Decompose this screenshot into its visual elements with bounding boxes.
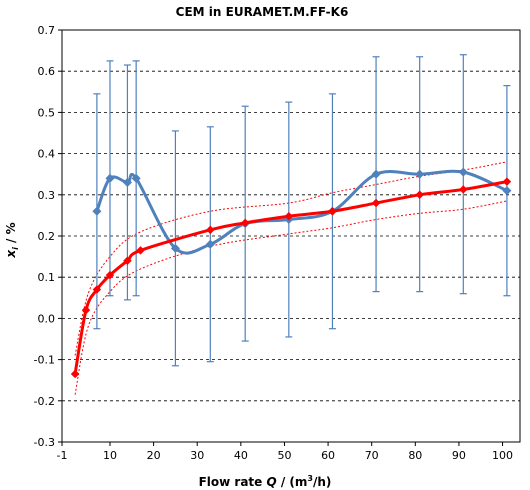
x-tick-label: 10 bbox=[103, 449, 117, 462]
y-tick-label: 0.5 bbox=[38, 106, 56, 119]
y-axis-title: xi / % bbox=[4, 222, 20, 258]
x-tick-label: 80 bbox=[408, 449, 422, 462]
reference-point bbox=[123, 256, 132, 265]
y-tick-label: -0.1 bbox=[34, 354, 55, 367]
x-axis-title-part-5: /h) bbox=[313, 475, 331, 489]
y-axis-title-unit: / % bbox=[4, 222, 18, 247]
x-tick-label: 50 bbox=[277, 449, 291, 462]
measurement-point bbox=[458, 167, 468, 177]
measurement-point bbox=[92, 206, 102, 216]
y-tick-label: 0.3 bbox=[38, 189, 56, 202]
reference-point bbox=[415, 190, 424, 200]
reference-point bbox=[284, 211, 294, 221]
x-tick-label: 100 bbox=[492, 449, 513, 462]
y-axis-title-subscript: i bbox=[11, 247, 20, 250]
reference-point bbox=[240, 218, 250, 228]
x-tick-label: 20 bbox=[147, 449, 161, 462]
x-axis-title-variable: Q bbox=[266, 475, 276, 489]
reference-point bbox=[328, 207, 337, 216]
reference-point bbox=[136, 246, 145, 255]
measurement-point bbox=[415, 169, 425, 179]
x-axis-title-part-1: Flow rate bbox=[199, 475, 267, 489]
x-tick-label: 40 bbox=[234, 449, 248, 462]
reference-point bbox=[459, 185, 468, 194]
y-tick-label: -0.2 bbox=[34, 395, 55, 408]
y-tick-label: 0.0 bbox=[38, 312, 56, 325]
plot-area: -0.3 -0.2 -0.1 0.0 0.1 0.2 0.3 0.4 0.5 0.6 0.7 -1 10… bbox=[34, 24, 521, 462]
x-tick-label: 90 bbox=[452, 449, 466, 462]
reference-point bbox=[371, 198, 381, 208]
x-tick-label: 70 bbox=[365, 449, 379, 462]
y-tick-label: -0.3 bbox=[34, 436, 55, 449]
x-axis-title-superscript: 3 bbox=[307, 474, 313, 483]
reference-lower-line bbox=[74, 200, 508, 395]
y-axis-title-variable: x bbox=[4, 249, 18, 259]
reference-point bbox=[105, 270, 115, 280]
reference-point bbox=[70, 369, 80, 379]
y-tick-label: 0.2 bbox=[38, 230, 56, 243]
reference-point bbox=[92, 285, 102, 294]
measurement-point bbox=[122, 177, 132, 187]
measurement-point bbox=[502, 186, 512, 196]
y-tick-label: 0.6 bbox=[38, 65, 56, 78]
x-tick-label: 60 bbox=[321, 449, 335, 462]
x-axis-title: Flow rate Q / (m3/h) bbox=[199, 474, 332, 489]
y-tick-label: 0.7 bbox=[38, 24, 56, 37]
reference-point bbox=[502, 177, 512, 186]
reference-point bbox=[81, 305, 91, 315]
x-tick-label: 30 bbox=[190, 449, 204, 462]
chart-title: CEM in EURAMET.M.FF-K6 bbox=[176, 5, 349, 19]
reference-point bbox=[206, 225, 215, 235]
y-tick-label: 0.4 bbox=[38, 148, 56, 161]
reference-upper-line bbox=[74, 161, 508, 356]
y-tick-label: 0.1 bbox=[38, 271, 56, 284]
measurement-point bbox=[371, 169, 381, 179]
x-tick-label: -1 bbox=[57, 449, 68, 462]
x-axis-title-part-3: / (m bbox=[277, 475, 308, 489]
